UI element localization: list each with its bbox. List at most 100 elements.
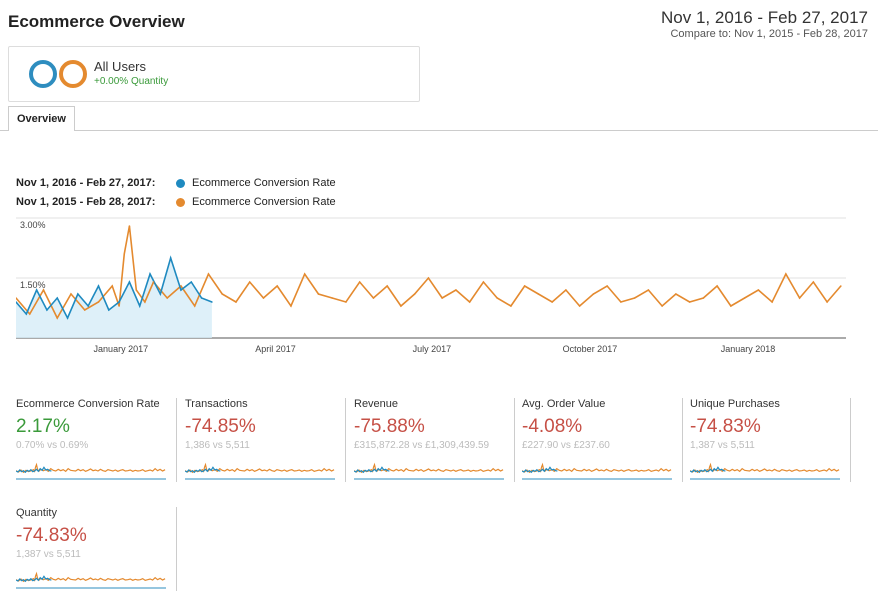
series-line-current xyxy=(16,255,213,320)
metric-label: Avg. Order Value xyxy=(522,398,606,410)
data-point-current xyxy=(46,309,48,311)
data-point-previous xyxy=(111,285,114,287)
data-point-previous xyxy=(56,317,59,319)
data-point-current xyxy=(200,297,203,299)
metric-change: -74.83% xyxy=(16,525,87,546)
sparkline-previous xyxy=(354,462,504,474)
data-point-previous xyxy=(144,301,146,303)
data-point-current xyxy=(118,301,120,303)
data-point-previous xyxy=(152,281,155,283)
data-point-previous xyxy=(166,297,169,299)
data-point-current xyxy=(66,317,69,319)
metric-comparison: 0.70% vs 0.69% xyxy=(16,440,89,451)
data-point-previous xyxy=(757,289,760,291)
data-point-previous xyxy=(42,289,45,291)
data-point-current xyxy=(77,293,79,295)
metric-comparison: 1,386 vs 5,511 xyxy=(185,440,250,451)
metric-comparison: £227.90 vs £237.60 xyxy=(522,440,610,451)
data-point-previous xyxy=(290,305,292,307)
legend-row-current: Nov 1, 2016 - Feb 27, 2017: Ecommerce Co… xyxy=(16,177,336,189)
data-point-previous xyxy=(455,289,457,291)
x-tick-label: July 2017 xyxy=(413,344,452,354)
metric-sparkline xyxy=(690,462,840,480)
data-point-current xyxy=(107,309,110,311)
metric-card-avg-order-value[interactable]: Avg. Order Value -4.08% £227.90 vs £237.… xyxy=(522,398,683,482)
compare-date-range[interactable]: Compare to: Nov 1, 2015 - Feb 28, 2017 xyxy=(670,28,868,40)
legend-period-previous: Nov 1, 2015 - Feb 28, 2017: xyxy=(16,196,156,208)
data-point-previous xyxy=(400,305,402,307)
data-point-previous xyxy=(482,281,485,283)
metric-card-transactions[interactable]: Transactions -74.85% 1,386 vs 5,511 xyxy=(185,398,346,482)
sparkline-current xyxy=(522,466,558,474)
metric-comparison: 1,387 vs 5,511 xyxy=(690,440,755,451)
data-point-previous xyxy=(743,297,746,299)
legend-metric-current[interactable]: Ecommerce Conversion Rate xyxy=(192,177,336,189)
metric-label: Unique Purchases xyxy=(690,398,780,410)
sparkline-current xyxy=(690,466,726,474)
data-point-previous xyxy=(193,305,196,307)
data-point-previous xyxy=(317,293,320,295)
metric-sparkline xyxy=(16,571,166,589)
data-point-previous xyxy=(221,293,224,295)
data-point-previous xyxy=(798,297,801,299)
data-point-previous xyxy=(812,281,815,283)
metric-card-unique-purchases[interactable]: Unique Purchases -74.83% 1,387 vs 5,511 xyxy=(690,398,851,482)
data-point-current xyxy=(35,289,38,291)
data-point-previous xyxy=(123,253,126,255)
data-point-previous xyxy=(427,277,430,279)
data-point-previous xyxy=(386,285,388,287)
legend-dot-current-icon xyxy=(176,179,185,188)
sparkline-current xyxy=(185,466,221,474)
data-point-previous xyxy=(565,289,567,291)
data-point-previous xyxy=(592,293,595,295)
metric-change: -4.08% xyxy=(522,416,583,437)
data-point-previous xyxy=(118,305,120,307)
data-point-current xyxy=(180,289,182,291)
metric-card-conversion-rate[interactable]: Ecommerce Conversion Rate 2.17% 0.70% vs… xyxy=(16,398,177,482)
data-point-previous xyxy=(785,273,787,275)
data-point-previous xyxy=(688,301,691,303)
sparkline-current xyxy=(16,575,52,583)
metric-change: -74.83% xyxy=(690,416,761,437)
data-point-current xyxy=(25,313,28,315)
date-range-selector[interactable]: Nov 1, 2016 - Feb 27, 2017 xyxy=(661,8,868,27)
metric-sparkline xyxy=(354,462,504,480)
sparkline-previous xyxy=(185,462,335,474)
data-point-previous xyxy=(647,289,650,291)
data-point-previous xyxy=(826,301,828,303)
legend-dot-previous-icon xyxy=(176,198,185,207)
data-point-previous xyxy=(441,297,443,299)
data-point-previous xyxy=(840,285,842,287)
data-point-previous xyxy=(235,301,237,303)
data-point-previous xyxy=(207,273,210,275)
data-point-previous xyxy=(620,301,622,303)
metric-sparkline xyxy=(522,462,672,480)
segment-selector[interactable]: All Users +0.00% Quantity xyxy=(8,46,420,102)
metric-card-revenue[interactable]: Revenue -75.88% £315,872.28 vs £1,309,43… xyxy=(354,398,515,482)
data-point-current xyxy=(97,285,100,287)
data-point-previous xyxy=(716,285,718,287)
segment-name: All Users xyxy=(94,59,147,74)
data-point-previous xyxy=(730,305,732,307)
tab-overview[interactable]: Overview xyxy=(8,106,75,131)
data-point-current xyxy=(128,281,131,283)
data-point-previous xyxy=(28,313,31,315)
series-line-previous xyxy=(16,225,842,320)
metric-label: Revenue xyxy=(354,398,399,410)
data-point-previous xyxy=(523,285,526,287)
data-point-previous xyxy=(413,293,416,295)
data-point-previous xyxy=(468,301,471,303)
data-point-previous xyxy=(510,305,512,307)
x-tick-label: January 2017 xyxy=(94,344,149,354)
data-point-current xyxy=(159,293,162,295)
conversion-rate-chart[interactable]: 3.00% 1.50% January 2017 April 2017 July 201… xyxy=(16,212,848,357)
metric-change: -75.88% xyxy=(354,416,425,437)
sparkline-current xyxy=(354,466,390,474)
data-point-previous xyxy=(578,305,581,307)
legend-metric-previous[interactable]: Ecommerce Conversion Rate xyxy=(192,196,336,208)
metric-card-quantity[interactable]: Quantity -74.83% 1,387 vs 5,511 xyxy=(16,507,177,591)
metric-sparkline xyxy=(16,462,166,480)
data-point-previous xyxy=(537,293,540,295)
metric-change: -74.85% xyxy=(185,416,256,437)
metric-comparison: 1,387 vs 5,511 xyxy=(16,549,81,560)
